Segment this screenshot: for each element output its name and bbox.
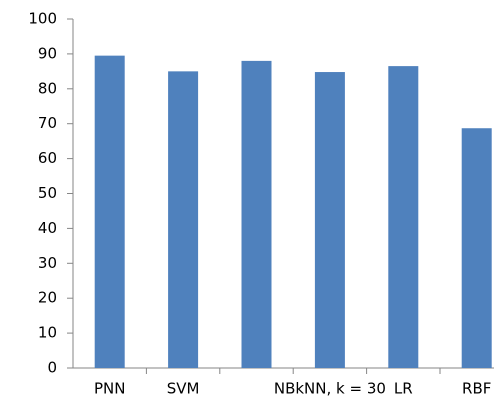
bar [168,71,199,368]
x-tick-label: NBkNN, k = 30 [274,380,386,398]
bar [94,55,125,369]
y-tick-label: 100 [28,10,57,28]
y-tick-label: 40 [38,219,57,237]
bar [388,66,419,369]
bar [461,128,492,368]
x-tick-label: SVM [167,380,200,398]
x-tick-label: LR [394,380,413,398]
y-tick-label: 30 [38,254,57,272]
x-tick-label: RBF [462,380,491,398]
y-tick-label: 80 [38,79,57,97]
y-tick-label: 60 [38,149,57,167]
bar [314,72,345,368]
y-tick-label: 0 [47,359,57,377]
y-tick-label: 10 [38,324,57,342]
bar [241,60,272,368]
y-tick-label: 50 [38,184,57,202]
y-tick-label: 20 [38,289,57,307]
y-tick-label: 70 [38,114,57,132]
y-tick-label: 90 [38,44,57,62]
x-tick-label: PNN [94,380,126,398]
